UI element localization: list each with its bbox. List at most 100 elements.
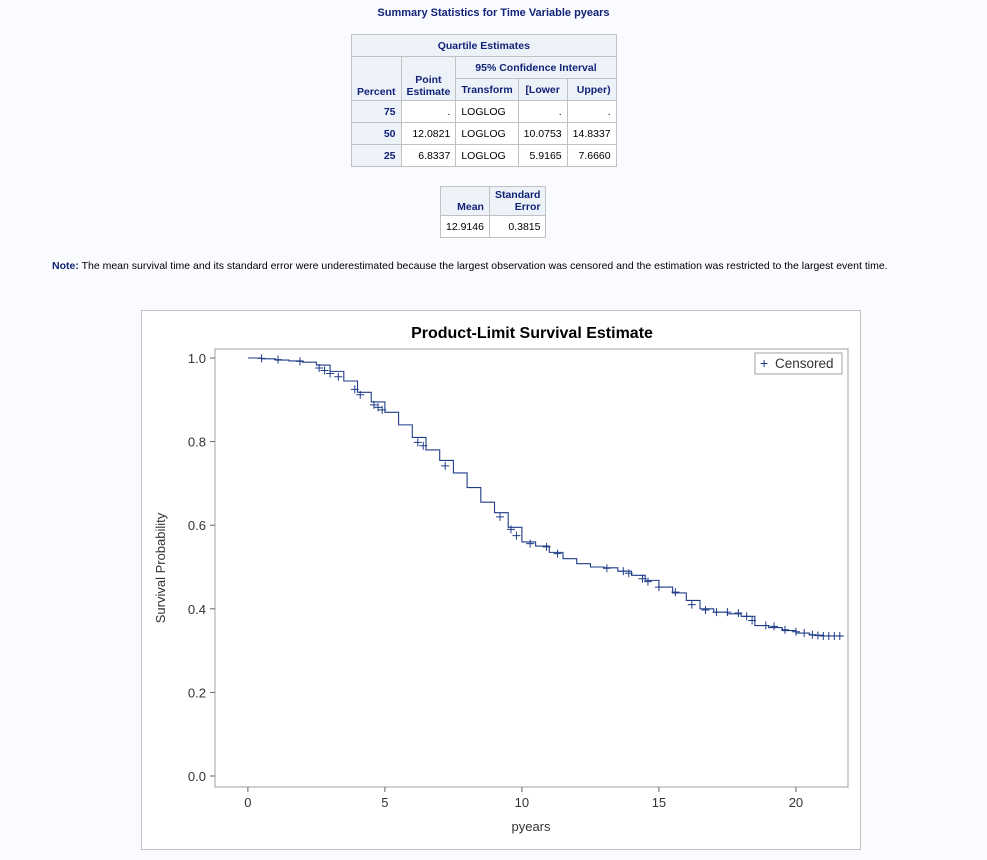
censored-mark (619, 567, 628, 576)
censored-mark (638, 574, 647, 583)
censored-mark (542, 542, 551, 551)
lower-cell: 10.0753 (517, 122, 568, 145)
percent-cell: 50 (351, 122, 402, 145)
survival-plot: Product-Limit Survival Estimate 0.0 0.2 0.… (141, 310, 861, 850)
censored-mark (356, 390, 365, 399)
censored-mark (671, 588, 680, 597)
point-cell: 12.0821 (400, 122, 457, 145)
mean-header: Mean (440, 186, 490, 216)
survival-curve (247, 357, 843, 637)
censored-mark (780, 625, 789, 634)
y-tick-label: 1.0 (188, 351, 206, 366)
std-error-header: Standard Error (488, 186, 547, 216)
percent-cell: 75 (351, 100, 402, 123)
y-axis-label: Survival Probability (153, 512, 168, 623)
censored-mark (374, 403, 383, 412)
ci-header: 95% Confidence Interval (455, 56, 617, 79)
censored-mark (734, 608, 743, 617)
y-tick-label: 0.6 (188, 518, 206, 533)
x-tick-label: 15 (652, 795, 666, 810)
censored-mark (808, 630, 817, 639)
transform-cell: LOGLOG (455, 144, 519, 167)
point-estimate-header: Point Estimate (400, 56, 457, 101)
legend-box (754, 352, 843, 375)
lower-cell: 5.9165 (517, 144, 568, 167)
table-row: 12.9146 0.3815 (440, 215, 547, 238)
legend-censored-icon: + (760, 355, 768, 371)
censored-mark (800, 629, 809, 638)
note-label: Note: (52, 260, 79, 272)
x-tick-label: 0 (244, 795, 251, 810)
censored-mark (413, 438, 422, 447)
transform-cell: LOGLOG (455, 122, 519, 145)
point-header-line2: Estimate (406, 86, 451, 98)
censored-mark (295, 357, 304, 366)
censored-mark (512, 531, 521, 540)
y-axis: 0.0 0.2 0.4 0.6 0.8 1.0 (188, 351, 215, 784)
lower-cell: . (517, 100, 568, 123)
se-header-line1: Standard (494, 189, 541, 201)
y-tick-label: 0.2 (188, 685, 206, 700)
censored-mark (748, 616, 757, 625)
upper-cell: . (566, 100, 617, 123)
censored-mark (687, 600, 696, 609)
censored-mark (701, 606, 710, 615)
plot-area (214, 348, 849, 788)
y-tick-label: 0.8 (188, 435, 206, 450)
note-text: The mean survival time and its standard … (81, 260, 888, 272)
x-tick-label: 20 (789, 795, 803, 810)
censored-mark (654, 583, 663, 592)
table-row: 25 6.8337 LOGLOG 5.9165 7.6660 (351, 144, 617, 167)
upper-cell: 7.6660 (566, 144, 617, 167)
legend-censored-label: Censored (775, 356, 834, 371)
percent-cell: 25 (351, 144, 402, 167)
censored-mark (315, 364, 324, 373)
censored-mark (320, 366, 329, 375)
censored-mark (602, 564, 611, 573)
censored-mark (350, 385, 359, 394)
censored-mark (419, 441, 428, 450)
se-header-line2: Error (514, 201, 541, 213)
transform-cell: LOGLOG (455, 100, 519, 123)
censored-mark (257, 354, 266, 363)
x-axis: 0 5 10 15 20 (244, 787, 803, 810)
percent-header: Percent (351, 56, 402, 101)
x-tick-label: 5 (381, 795, 388, 810)
quartile-estimates-table: Quartile Estimates Percent Point Estimat… (351, 34, 617, 167)
censored-mark (526, 539, 535, 548)
legend: + Censored (754, 352, 843, 375)
lower-header: [Lower (517, 78, 568, 101)
censored-mark (378, 405, 387, 414)
chart-title: Product-Limit Survival Estimate (411, 325, 653, 342)
x-tick-label: 10 (515, 795, 529, 810)
mean-table: Mean Standard Error 12.9146 0.3815 (440, 186, 547, 238)
point-cell: 6.8337 (400, 144, 457, 167)
y-tick-label: 0.4 (188, 602, 206, 617)
point-cell: . (400, 100, 457, 123)
censored-mark (712, 608, 721, 617)
censored-mark (643, 577, 652, 586)
note: Note: The mean survival time and its sta… (52, 260, 888, 272)
censored-mark (742, 612, 751, 621)
x-axis-label: pyears (511, 819, 551, 834)
censored-mark (723, 608, 732, 617)
point-header-line1: Point (415, 74, 442, 86)
censored-mark (334, 372, 343, 381)
censored-mark (441, 461, 450, 470)
censored-mark (274, 355, 283, 364)
survival-chart-svg: Product-Limit Survival Estimate 0.00.20.… (153, 325, 849, 834)
censored-mark (326, 369, 335, 378)
censored-mark (369, 400, 378, 409)
std-error-value: 0.3815 (488, 215, 547, 238)
censored-marks (257, 354, 844, 640)
censored-mark (791, 627, 800, 636)
censored-mark (624, 569, 633, 578)
censored-mark (506, 525, 515, 534)
censored-mark (495, 512, 504, 521)
mean-value: 12.9146 (440, 215, 490, 238)
censored-mark (770, 622, 779, 631)
table-row: 75 . LOGLOG . . (351, 100, 617, 123)
quartile-caption: Quartile Estimates (351, 34, 617, 57)
transform-header: Transform (455, 78, 519, 101)
upper-cell: 14.8337 (566, 122, 617, 145)
